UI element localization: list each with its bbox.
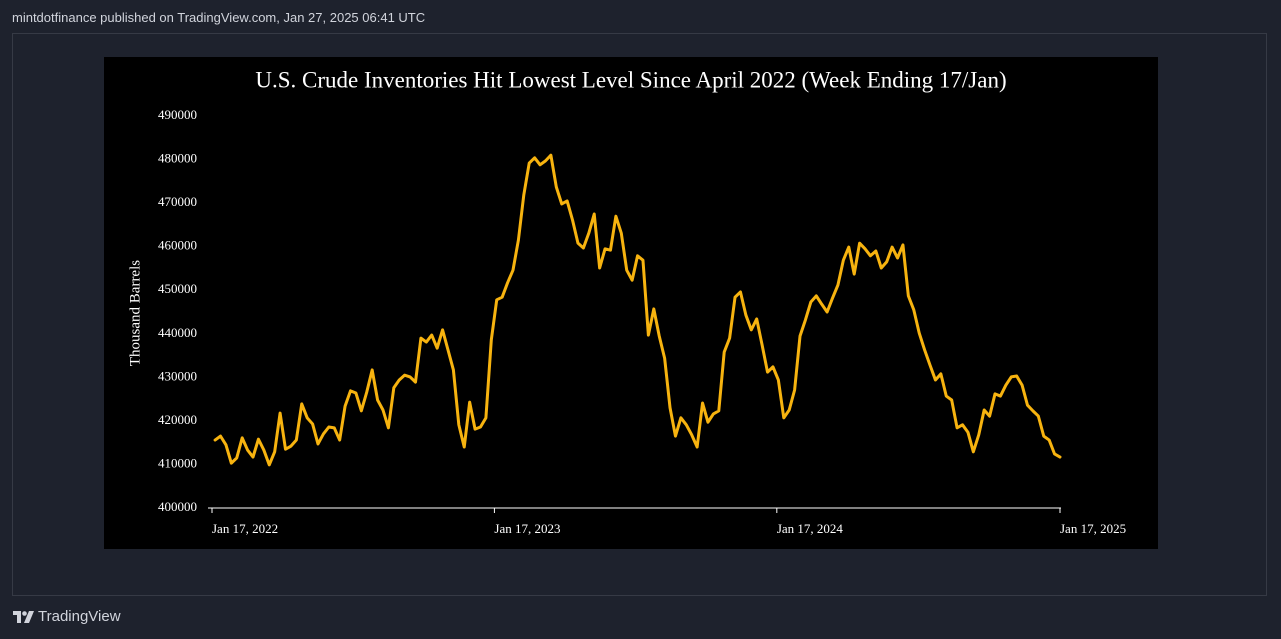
data-line (213, 153, 1062, 467)
y-tick-label: 400000 (158, 499, 197, 514)
x-tick-label: Jan 17, 2024 (777, 521, 844, 536)
y-tick-label: 460000 (158, 238, 197, 253)
chart-background (104, 57, 1158, 549)
y-tick-label: 410000 (158, 455, 197, 470)
y-tick-label: 480000 (158, 151, 197, 166)
publish-header: mintdotfinance published on TradingView.… (12, 10, 426, 25)
x-tick-label: Jan 17, 2025 (1060, 521, 1126, 536)
x-tick-label: Jan 17, 2023 (494, 521, 560, 536)
y-tick-label: 440000 (158, 325, 197, 340)
y-tick-label: 430000 (158, 368, 197, 383)
x-tick-label: Jan 17, 2022 (212, 521, 278, 536)
brand-logo (13, 610, 34, 623)
y-axis-label: Thousand Barrels (127, 260, 143, 366)
footer: TradingView (12, 608, 121, 625)
brand-name: TradingView (38, 608, 121, 625)
y-tick-label: 420000 (158, 412, 197, 427)
chart-title: U.S. Crude Inventories Hit Lowest Level … (255, 67, 1006, 92)
y-tick-label: 450000 (158, 281, 197, 296)
y-tick-label: 470000 (158, 194, 197, 209)
chart-frame (12, 33, 1267, 596)
y-tick-label: 490000 (158, 107, 197, 122)
